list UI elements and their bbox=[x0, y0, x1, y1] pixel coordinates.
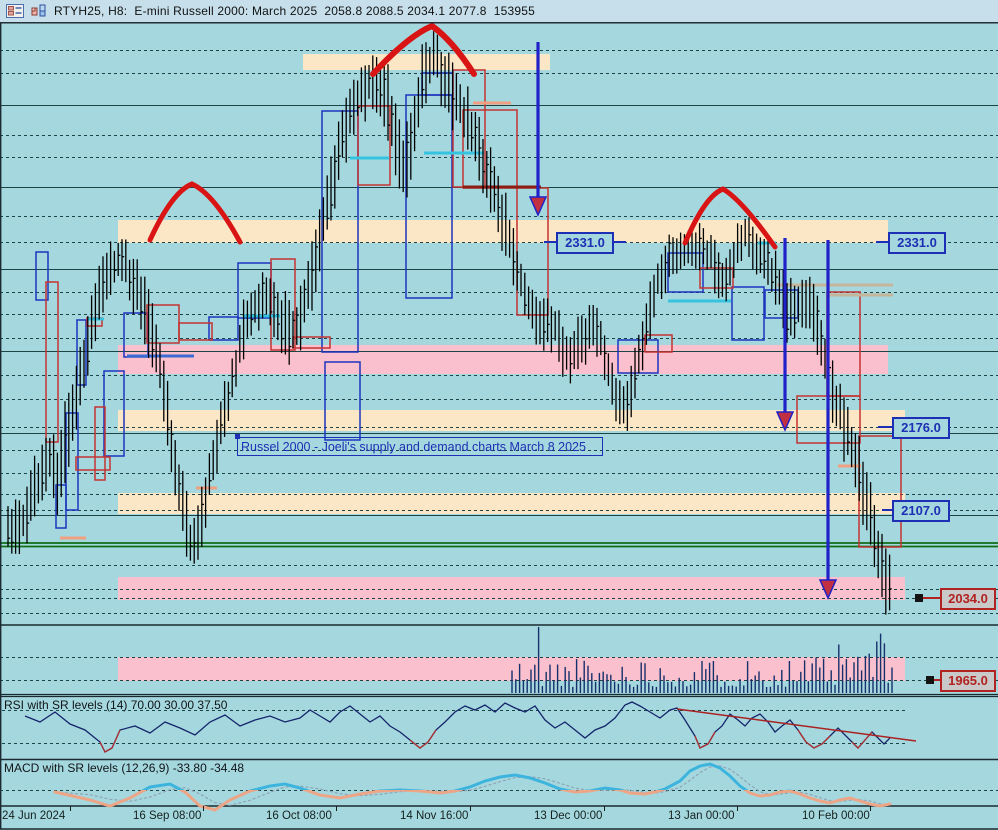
price-level-label[interactable]: 1965.0 bbox=[940, 670, 996, 692]
rsi-oversold-segment bbox=[99, 729, 121, 753]
red-range-box bbox=[644, 334, 673, 353]
level-marker-square bbox=[915, 594, 923, 602]
down-arrow-head bbox=[818, 579, 838, 600]
macd-line-below-zero bbox=[53, 790, 892, 812]
blue-range-box bbox=[208, 316, 239, 341]
demand-zone bbox=[118, 345, 888, 374]
red-range-box bbox=[75, 456, 111, 471]
time-axis-label: 14 Nov 16:00 bbox=[400, 810, 469, 822]
red-range-box bbox=[357, 105, 391, 186]
annotation-handle[interactable] bbox=[235, 434, 240, 439]
chart-title-bar: RTYH25, H8: E-mini Russell 2000: March 2… bbox=[0, 0, 998, 23]
bar-chart-icon[interactable] bbox=[30, 4, 48, 18]
red-peak-marker bbox=[370, 22, 477, 77]
time-axis-label: 16 Sep 08:00 bbox=[133, 810, 202, 822]
properties-icon[interactable] bbox=[6, 4, 24, 18]
macd-indicator-label: MACD with SR levels (12,26,9) -33.80 -34… bbox=[4, 761, 245, 775]
blue-range-box bbox=[731, 286, 765, 341]
chart-title: RTYH25, H8: E-mini Russell 2000: March 2… bbox=[54, 4, 535, 18]
time-axis-label: 24 Jun 2024 bbox=[2, 810, 66, 822]
time-axis-label: 10 Feb 00:00 bbox=[802, 810, 870, 822]
blue-range-box bbox=[35, 251, 49, 301]
rsi-indicator-label: RSI with SR levels (14) 70.00 30.00 37.5… bbox=[4, 698, 228, 712]
candlestick-series bbox=[7, 31, 892, 615]
macd-signal-line bbox=[54, 765, 891, 806]
rsi-oversold-segment bbox=[409, 729, 437, 749]
blue-range-box bbox=[321, 110, 359, 353]
price-level-label[interactable]: 2331.0 bbox=[556, 232, 614, 254]
supply-zone bbox=[118, 493, 905, 514]
price-level-label[interactable]: 2176.0 bbox=[892, 417, 950, 439]
demand-zone bbox=[118, 577, 905, 600]
red-peak-marker bbox=[682, 186, 778, 250]
chart-text-annotation[interactable]: Russel 2000 - Joeli's supply and demand … bbox=[237, 437, 603, 456]
red-range-box bbox=[699, 267, 734, 289]
time-axis-label: 16 Oct 08:00 bbox=[266, 810, 332, 822]
blue-range-box bbox=[324, 361, 361, 441]
time-axis-label: 13 Jan 00:00 bbox=[668, 810, 735, 822]
price-level-label[interactable]: 2107.0 bbox=[892, 500, 950, 522]
down-arrow-head bbox=[775, 411, 795, 432]
supply-zone bbox=[118, 410, 905, 431]
price-level-label[interactable]: 2331.0 bbox=[888, 232, 946, 254]
down-arrow-head bbox=[528, 196, 548, 217]
level-marker-square bbox=[926, 676, 934, 684]
volume-series bbox=[511, 627, 893, 693]
blue-range-box bbox=[617, 339, 659, 374]
rsi-oversold-segment bbox=[851, 731, 873, 749]
blue-range-box bbox=[76, 319, 87, 386]
red-range-box bbox=[270, 258, 296, 351]
red-range-box bbox=[45, 281, 59, 443]
blue-range-box bbox=[103, 370, 125, 457]
price-level-label[interactable]: 2034.0 bbox=[940, 588, 996, 610]
rsi-trendline bbox=[676, 708, 917, 742]
rsi-oversold-segment bbox=[694, 731, 716, 749]
red-range-box bbox=[94, 406, 106, 481]
red-range-box bbox=[178, 322, 213, 341]
blue-range-box bbox=[667, 252, 704, 293]
red-peak-marker bbox=[147, 181, 243, 245]
rsi-oversold-segment bbox=[797, 729, 831, 749]
time-axis-label: 13 Dec 00:00 bbox=[534, 810, 603, 822]
